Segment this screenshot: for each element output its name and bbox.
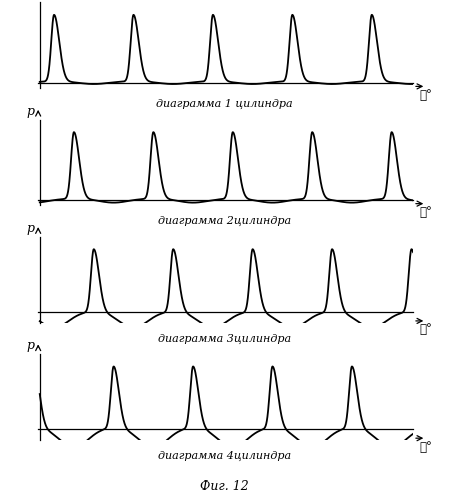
Text: диаграмма 1 цилиндра: диаграмма 1 цилиндра: [156, 99, 293, 109]
Text: ℓ°: ℓ°: [420, 441, 433, 454]
Text: ℓ°: ℓ°: [420, 89, 433, 102]
Text: диаграмма 2цилиндра: диаграмма 2цилиндра: [158, 216, 291, 226]
Text: p: p: [26, 222, 35, 235]
Text: ℓ°: ℓ°: [420, 323, 433, 336]
Text: ℓ°: ℓ°: [420, 206, 433, 219]
Text: Фиг. 12: Фиг. 12: [200, 480, 249, 493]
Text: диаграмма 4цилиндра: диаграмма 4цилиндра: [158, 451, 291, 461]
Text: p: p: [26, 105, 35, 118]
Text: диаграмма 3цилиндра: диаграмма 3цилиндра: [158, 333, 291, 343]
Text: p: p: [26, 339, 35, 352]
